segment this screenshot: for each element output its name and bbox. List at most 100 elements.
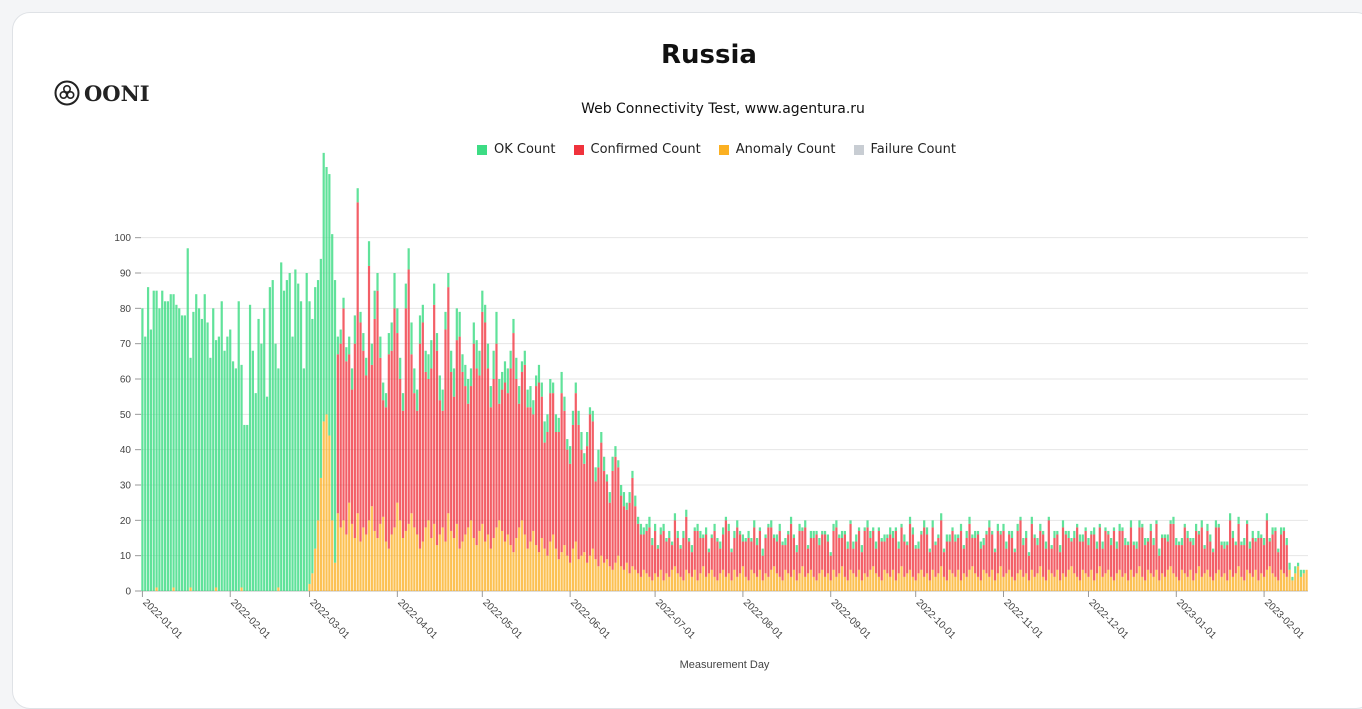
bar-segment [597, 467, 600, 567]
bar-segment [945, 580, 948, 591]
bar-segment [724, 520, 728, 577]
bar-segment [685, 516, 688, 570]
bar-segment [1274, 576, 1277, 591]
bar-segment [345, 347, 348, 362]
x-tick-label: 2022-01-01 [140, 597, 184, 641]
bar-segment [738, 534, 742, 574]
bar-segment [302, 368, 305, 591]
legend-label-confirmed: Confirmed Count [590, 142, 701, 157]
bar-segment [566, 439, 569, 450]
bar-segment [719, 541, 722, 549]
bar-segment [611, 456, 614, 471]
bar-segment [914, 548, 917, 581]
bar-segment [1146, 541, 1150, 570]
bar-segment [1002, 576, 1005, 591]
bar-segment [894, 530, 897, 581]
bar-segment [1110, 538, 1113, 546]
bar-segment [775, 541, 779, 574]
bar-segment [217, 336, 220, 591]
bar-segment [1217, 569, 1220, 591]
bar-segment [580, 555, 583, 591]
bar-segment [954, 576, 957, 591]
bar-segment [1268, 566, 1271, 591]
legend-item-ok[interactable]: OK Count [477, 142, 556, 157]
bar-segment [1186, 538, 1189, 577]
bar-segment [886, 538, 889, 574]
bar-segment [501, 389, 504, 531]
bar-segment [518, 403, 521, 528]
bar-segment [574, 393, 577, 542]
bar-segment [991, 530, 994, 535]
bar-segment [452, 538, 456, 591]
bar-segment [1107, 569, 1110, 591]
bar-segment [311, 573, 314, 591]
bar-segment [976, 576, 980, 591]
bar-segment [772, 534, 776, 538]
bar-segment [1302, 569, 1305, 574]
bar-segment [1059, 545, 1062, 553]
bar-segment [934, 541, 937, 546]
bar-segment [475, 340, 478, 369]
bar-segment [840, 538, 844, 567]
bar-segment [416, 534, 419, 591]
bar-segment [342, 308, 345, 521]
bar-segment [648, 576, 651, 591]
bar-segment [965, 576, 968, 591]
legend-item-anomaly[interactable]: Anomaly Count [718, 142, 836, 157]
bar-segment [651, 580, 654, 591]
bar-segment [838, 538, 841, 574]
bar-segment [622, 569, 626, 591]
bar-segment [903, 576, 906, 591]
bar-segment [1110, 576, 1113, 591]
bar-segment [373, 530, 376, 591]
bar-segment [1229, 520, 1232, 570]
bar-segment [342, 520, 345, 591]
bar-segment [770, 569, 773, 591]
bar-segment [141, 308, 144, 591]
bar-segment [872, 527, 875, 531]
bar-segment [673, 513, 677, 521]
bar-segment [911, 534, 914, 577]
bar-segment [265, 396, 269, 591]
bar-segment [580, 449, 583, 556]
bar-segment [430, 368, 433, 538]
bar-segment [685, 569, 688, 591]
bar-segment [469, 520, 473, 591]
bar-segment [594, 481, 597, 560]
bar-segment [991, 569, 994, 591]
legend-item-failure[interactable]: Failure Count [853, 142, 956, 157]
bar-segment [379, 357, 382, 524]
bar-segment [690, 545, 694, 553]
bar-segment [503, 541, 507, 591]
bar-segment [433, 304, 436, 524]
ooni-logo[interactable]: OONI [54, 80, 150, 106]
bar-segment [1166, 534, 1169, 542]
bar-segment [336, 336, 339, 355]
bar-segment [670, 541, 674, 546]
bar-segment [418, 343, 422, 549]
bar-segment [767, 527, 770, 577]
bar-segment [923, 527, 926, 577]
bar-segment [710, 534, 713, 538]
bar-segment [1044, 541, 1048, 549]
bar-segment [438, 534, 441, 591]
bar-segment [637, 573, 640, 591]
bar-segment [628, 502, 631, 574]
bar-segment [951, 530, 954, 574]
bar-segment [889, 534, 892, 577]
bar-segment [523, 534, 526, 591]
bar-segment [189, 357, 192, 588]
bar-segment [1291, 580, 1294, 591]
bar-segment [920, 530, 923, 535]
x-axis-title: Measurement Day [680, 659, 770, 671]
x-tick-label: 2022-06-01 [568, 597, 612, 641]
bar-segment [226, 336, 229, 591]
bar-segment [529, 541, 532, 591]
bar-segment [407, 269, 410, 524]
legend-item-confirmed[interactable]: Confirmed Count [573, 142, 701, 157]
bar-segment [676, 573, 679, 591]
bar-segment [393, 308, 396, 528]
bar-segment [1036, 573, 1039, 591]
bar-segment [1265, 520, 1269, 570]
bar-segment [1282, 530, 1286, 574]
